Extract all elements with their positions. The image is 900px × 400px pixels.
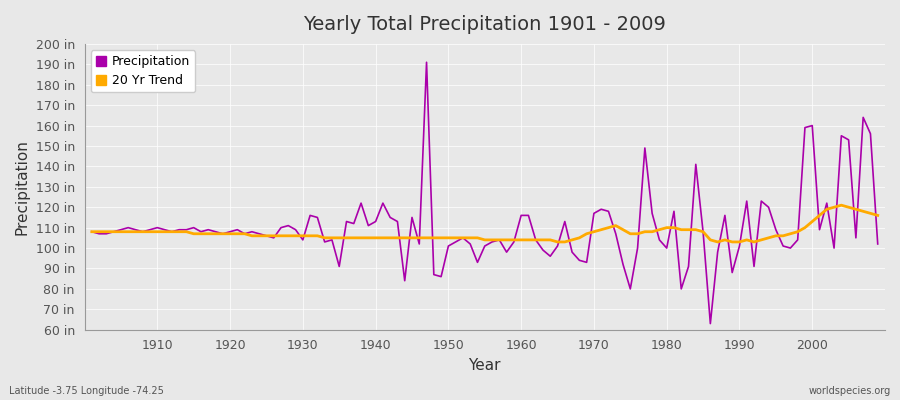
Legend: Precipitation, 20 Yr Trend: Precipitation, 20 Yr Trend <box>91 50 195 92</box>
X-axis label: Year: Year <box>469 358 501 373</box>
Y-axis label: Precipitation: Precipitation <box>15 139 30 235</box>
Text: Latitude -3.75 Longitude -74.25: Latitude -3.75 Longitude -74.25 <box>9 386 164 396</box>
Text: worldspecies.org: worldspecies.org <box>809 386 891 396</box>
Title: Yearly Total Precipitation 1901 - 2009: Yearly Total Precipitation 1901 - 2009 <box>303 15 666 34</box>
